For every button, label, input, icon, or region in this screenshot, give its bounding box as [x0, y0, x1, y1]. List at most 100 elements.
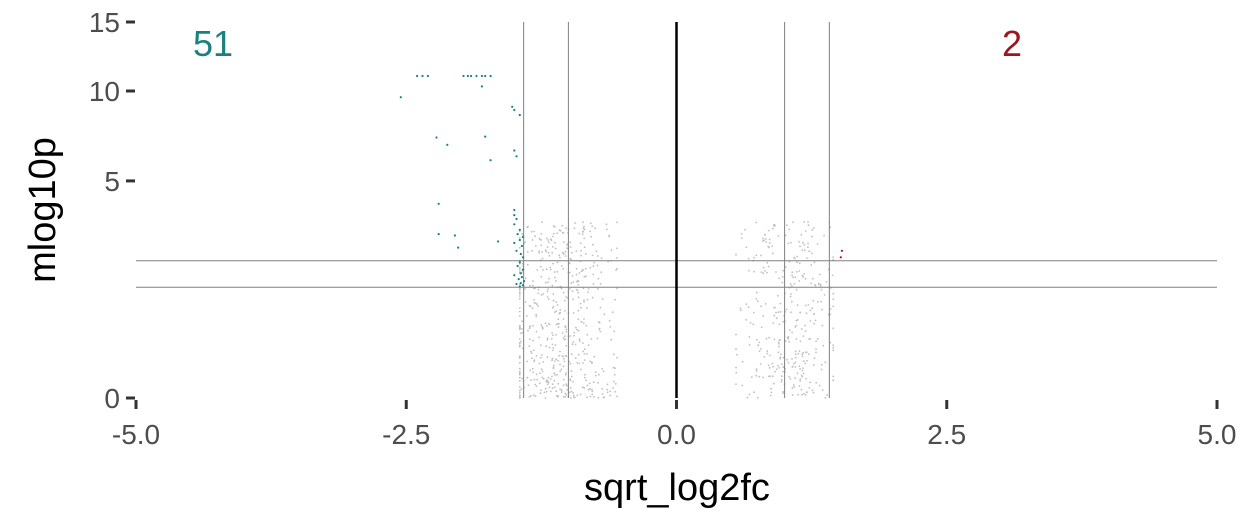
ns-point [568, 391, 571, 394]
ns-point [562, 318, 565, 320]
ns-point [748, 393, 751, 396]
ns-point [592, 381, 595, 384]
ns-point [824, 396, 827, 399]
ns-point [544, 397, 547, 399]
ns-point [518, 268, 521, 270]
ns-point [767, 375, 770, 378]
ns-point [535, 355, 538, 357]
ns-point [762, 376, 764, 379]
ns-point [546, 325, 548, 327]
ns-point [780, 353, 782, 356]
down-point [480, 85, 483, 88]
ns-point [813, 322, 815, 325]
ns-point [614, 298, 616, 301]
ns-point [540, 344, 542, 347]
ns-point [765, 337, 768, 340]
ns-point [545, 268, 548, 271]
ns-point [825, 281, 828, 283]
ns-point [779, 311, 782, 313]
ns-point [765, 241, 768, 243]
ns-point [804, 277, 807, 280]
ns-point [551, 343, 554, 346]
ns-point [798, 270, 801, 272]
ns-point [518, 373, 521, 376]
ns-point [787, 337, 790, 340]
ns-point [549, 268, 552, 271]
ns-point [791, 271, 794, 274]
ns-point [559, 370, 562, 373]
ns-point [562, 357, 565, 360]
ns-point [816, 337, 819, 340]
down-point [521, 256, 525, 259]
ns-point [577, 279, 579, 282]
ns-point [832, 379, 835, 382]
ns-point [745, 303, 748, 306]
ns-point [518, 295, 521, 297]
ns-point [584, 376, 586, 379]
y-tick-label: 15 [89, 7, 120, 38]
down-point [518, 113, 521, 117]
ns-point [546, 337, 549, 340]
ns-point [547, 251, 550, 254]
ns-point [779, 356, 782, 358]
ns-point [758, 350, 761, 353]
ns-point [592, 265, 595, 267]
ns-point [798, 262, 801, 265]
ns-point [545, 345, 547, 348]
ns-point [787, 361, 790, 364]
ns-point [537, 288, 540, 291]
ns-point [535, 313, 537, 316]
ns-point [777, 364, 779, 367]
ns-point [781, 375, 783, 378]
ns-point [598, 321, 601, 324]
ns-point [832, 292, 835, 295]
ns-point [797, 352, 800, 355]
ns-point [747, 257, 750, 260]
ns-point [772, 365, 774, 368]
ns-point [740, 233, 743, 235]
ns-point [589, 360, 591, 363]
ns-point [530, 230, 533, 233]
ns-point [566, 388, 569, 391]
ns-point [577, 318, 580, 321]
ns-point [547, 381, 550, 384]
ns-point [518, 310, 521, 313]
ns-point [569, 241, 572, 244]
ns-point [572, 392, 574, 394]
ns-point [570, 258, 572, 260]
ns-point [777, 311, 780, 314]
ns-point [518, 266, 521, 269]
ns-point [565, 344, 568, 347]
ns-point [587, 291, 589, 293]
ns-point [553, 372, 556, 375]
ns-point [570, 375, 573, 378]
ns-point [597, 277, 600, 280]
ns-point [616, 395, 618, 398]
ns-point [806, 257, 808, 259]
down-point [513, 274, 516, 277]
ns-point [540, 368, 543, 371]
ns-point [591, 296, 594, 299]
ns-point [576, 289, 579, 292]
ns-point [813, 313, 815, 315]
ns-point [584, 373, 586, 376]
ns-point [579, 393, 582, 396]
ns-point [807, 221, 809, 223]
ns-point [575, 326, 577, 329]
ns-point [609, 394, 612, 397]
ns-point [750, 376, 753, 378]
ns-point [544, 249, 547, 252]
ns-point [735, 383, 737, 385]
ns-point [791, 366, 794, 368]
ns-point [531, 307, 534, 309]
ns-point [778, 345, 780, 348]
ns-point [599, 330, 602, 333]
ns-point [609, 326, 612, 328]
ns-point [747, 306, 750, 308]
down-count-label: 51 [193, 23, 233, 64]
ns-point [550, 239, 553, 242]
ns-point [582, 287, 585, 290]
ns-point [596, 337, 599, 340]
ns-point [547, 239, 550, 241]
